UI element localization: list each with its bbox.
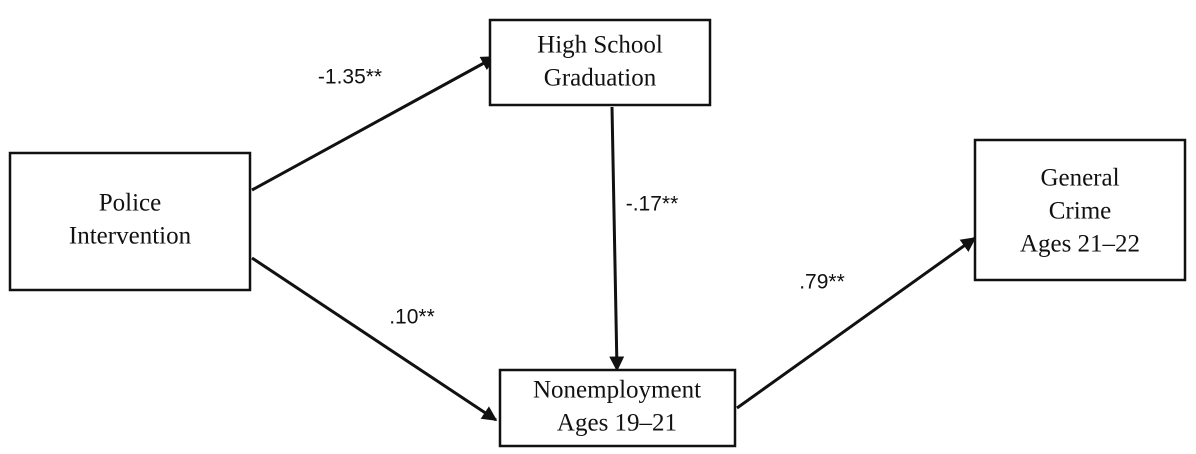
node: Police Intervention — [8, 151, 252, 292]
edge-label: .10** — [389, 306, 435, 329]
arrow — [251, 55, 497, 192]
node: General Crime Ages 21–22 — [973, 138, 1187, 282]
node-label: General — [1040, 165, 1119, 192]
edge-label: .79** — [799, 271, 845, 294]
node-label: Nonemployment — [533, 377, 701, 404]
arrow — [736, 236, 977, 410]
node-box — [8, 151, 252, 292]
node: High School Graduation — [488, 18, 712, 107]
node-label: Graduation — [544, 65, 657, 92]
node-box — [488, 18, 712, 107]
edge-label: -.17** — [626, 193, 679, 216]
arrow — [609, 106, 625, 372]
node-label: Intervention — [69, 223, 192, 250]
node: Nonemployment Ages 19–21 — [498, 368, 737, 448]
node-label: Crime — [1049, 198, 1112, 225]
edge-label: -1.35** — [318, 66, 382, 89]
node-label: Police — [99, 190, 162, 217]
node-box — [973, 138, 1187, 282]
arrow — [251, 256, 498, 422]
node-label: Ages 21–22 — [1020, 231, 1140, 258]
node-label: High School — [537, 32, 663, 59]
node-label: Ages 19–21 — [557, 410, 677, 437]
node-box — [498, 368, 737, 448]
